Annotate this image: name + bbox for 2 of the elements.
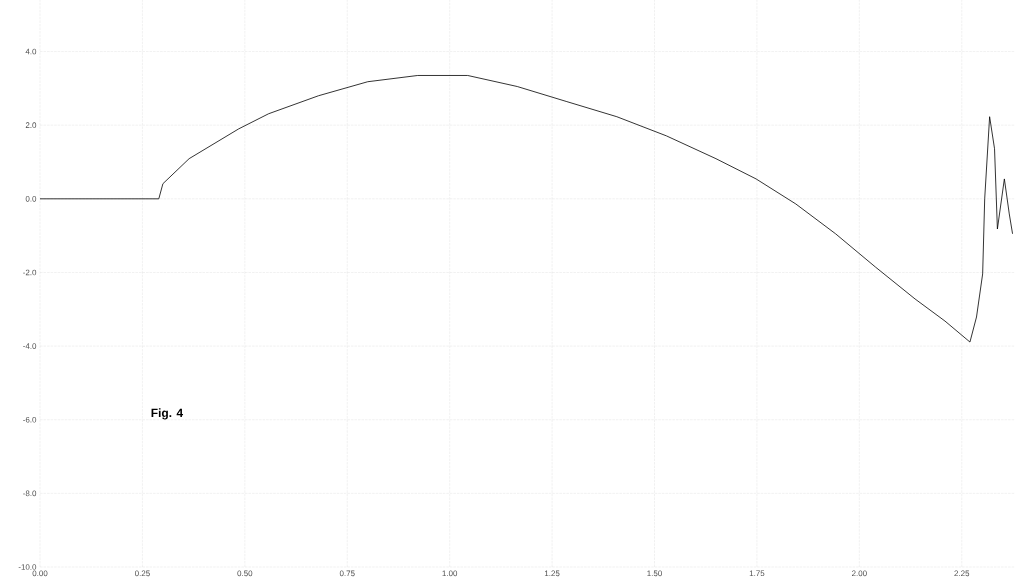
line-series: [39, 75, 1013, 343]
annotation: Fig. 4: [151, 408, 184, 420]
